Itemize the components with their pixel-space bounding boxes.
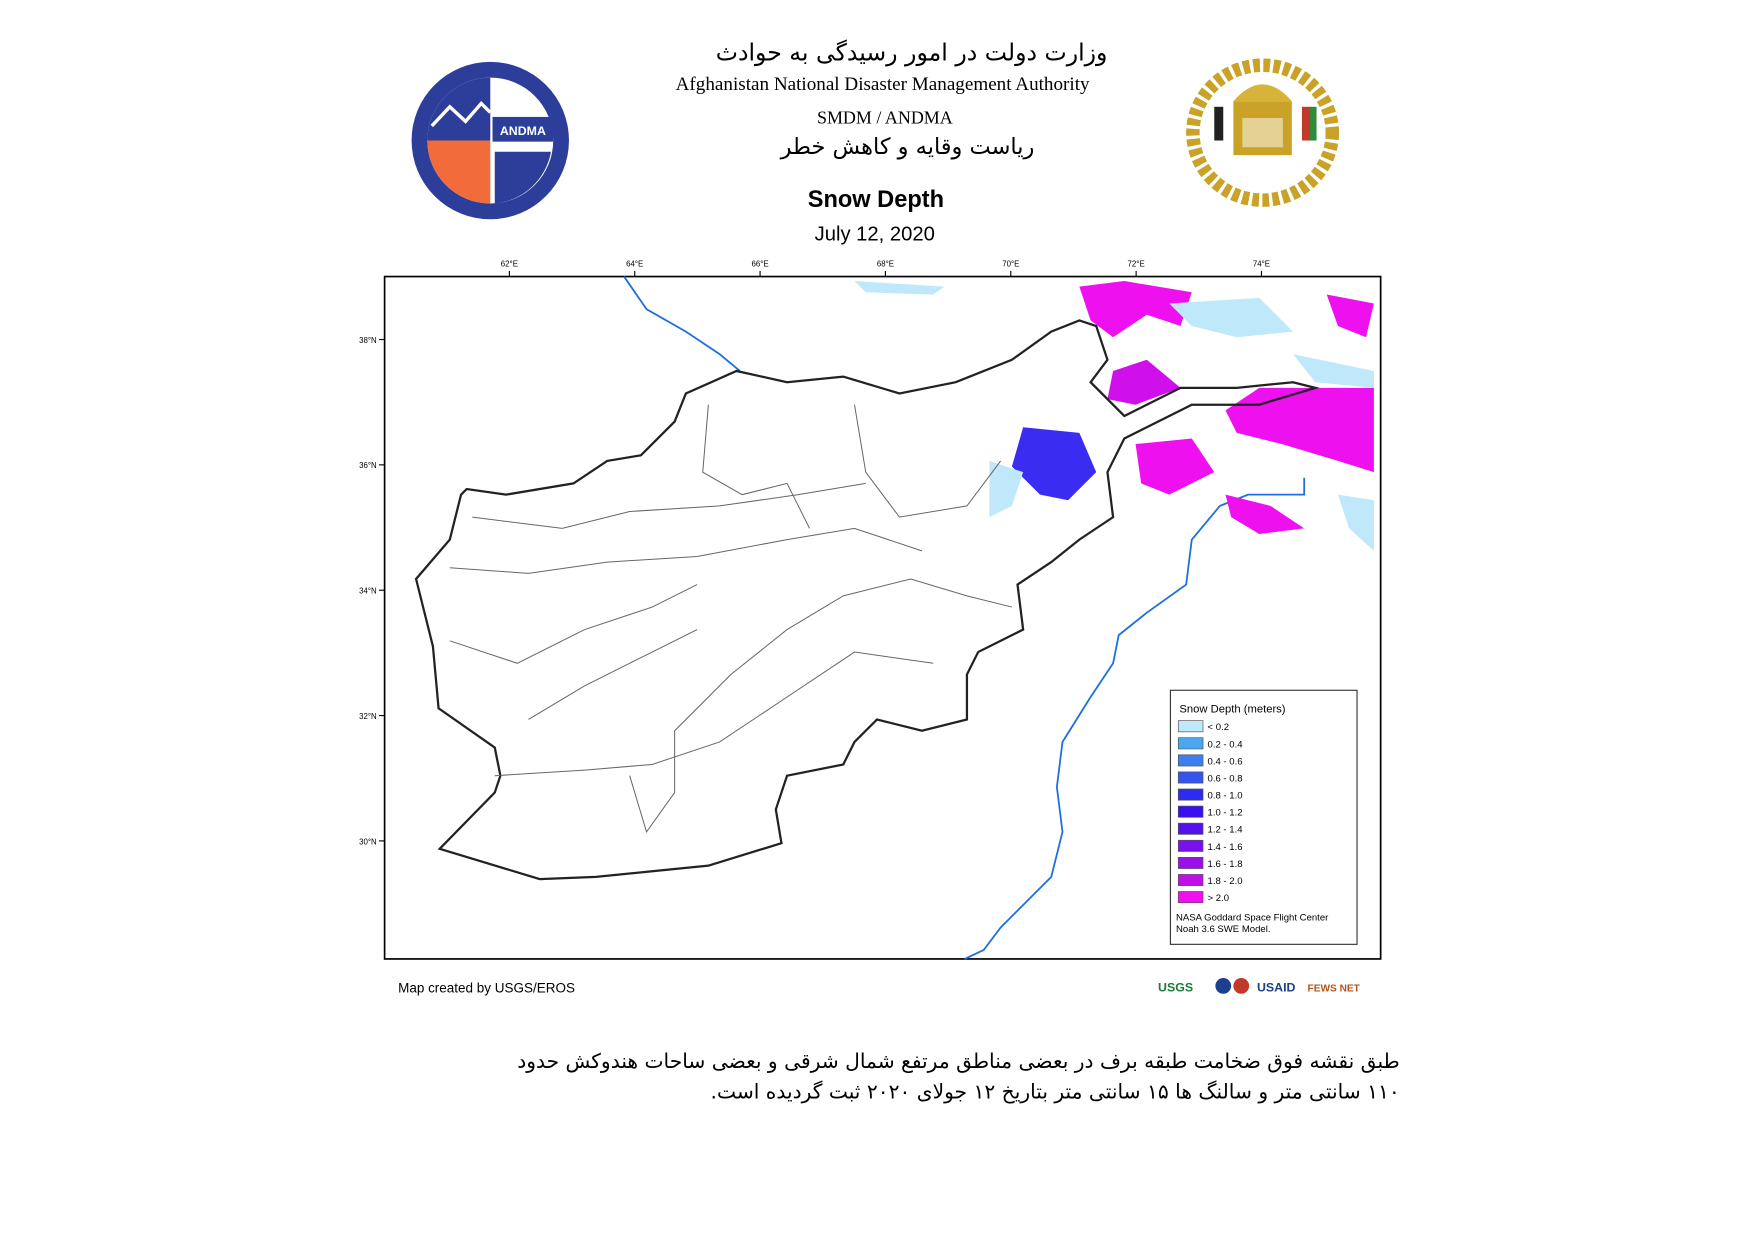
- legend-label: > 2.0: [1208, 893, 1230, 904]
- subtitle-fa: ریاست وقایه و کاهش خطر: [780, 134, 1035, 160]
- partner-logo: USGS: [1158, 981, 1193, 995]
- legend-label: 0.8 - 1.0: [1208, 791, 1243, 802]
- legend-swatch: [1177, 754, 1204, 767]
- lat-tick-label: 34°N: [359, 587, 377, 596]
- legend-swatch: [1177, 856, 1204, 869]
- legend-label: 1.6 - 1.8: [1208, 859, 1243, 870]
- country-border: [414, 319, 1320, 881]
- lon-tick-label: 72°E: [1128, 259, 1145, 268]
- partner-logo: FEWS NET: [1308, 984, 1361, 995]
- legend-swatch: [1177, 788, 1204, 801]
- lon-tick-label: 64°E: [626, 259, 643, 268]
- legend-label: 1.2 - 1.4: [1208, 825, 1244, 836]
- logo-text: ANDMA: [500, 124, 546, 138]
- footer-line: ۱۱۰ سانتی متر و سالنگ ها ۱۵ سانتی متر بت…: [711, 1079, 1400, 1103]
- credit: Map created by USGS/EROS: [398, 981, 575, 996]
- legend-swatch: [1177, 822, 1204, 835]
- legend-label: 1.0 - 1.2: [1208, 808, 1243, 819]
- rivers: [623, 276, 1306, 960]
- usaid-seal: [1233, 978, 1250, 994]
- legend-swatch: [1177, 771, 1204, 784]
- snow-cover: [854, 281, 1374, 551]
- legend-label: < 0.2: [1208, 722, 1230, 733]
- title-en: Afghanistan National Disaster Management…: [676, 74, 1090, 95]
- footer-line: طبق نقشه فوق ضخامت طبقه برف در بعضی مناط…: [517, 1049, 1400, 1073]
- legend-swatch: [1177, 839, 1204, 852]
- lat-tick-label: 30°N: [359, 837, 377, 846]
- lon-tick-label: 66°E: [752, 259, 769, 268]
- legend-label: 1.8 - 2.0: [1208, 876, 1243, 887]
- legend-swatch: [1177, 737, 1204, 750]
- legend-label: 0.4 - 0.6: [1208, 756, 1243, 767]
- unit: SMDM / ANDMA: [817, 108, 953, 128]
- legend: Snow Depth (meters) < 0.2 0.2 - 0.4 0.4 - …: [1169, 689, 1358, 945]
- map-title: Snow Depth: [808, 187, 944, 213]
- lat-tick-label: 38°N: [359, 336, 377, 345]
- partner-logo: USAID: [1257, 981, 1296, 995]
- emblem: [1186, 58, 1340, 207]
- map: 62°E 64°E 66°E 68°E 70°E 72°E 74°E 38°N 36°N 34°N…: [359, 259, 1382, 960]
- partner-logos: USGS USAID FEWS NET: [1158, 978, 1361, 995]
- lon-tick-label: 74°E: [1253, 259, 1270, 268]
- nasa-logo: [1215, 978, 1232, 994]
- lon-tick-label: 70°E: [1002, 259, 1019, 268]
- legend-source: Noah 3.6 SWE Model.: [1176, 924, 1270, 935]
- legend-label: 0.2 - 0.4: [1208, 739, 1244, 750]
- andma-logo: ANDMA: [411, 61, 569, 220]
- legend-source: NASA Goddard Space Flight Center: [1176, 913, 1329, 924]
- graticule: 62°E 64°E 66°E 68°E 70°E 72°E 74°E 38°N 36°N 34°N…: [359, 259, 1270, 846]
- lon-tick-label: 62°E: [501, 259, 518, 268]
- legend-swatch: [1177, 891, 1204, 904]
- title-fa: وزارت دولت در امور رسیدگی به حوادث: [716, 39, 1108, 67]
- legend-label: 1.4 - 1.6: [1208, 842, 1243, 853]
- legend-label: 0.6 - 0.8: [1208, 773, 1243, 784]
- legend-swatch: [1177, 805, 1204, 818]
- legend-swatch: [1177, 874, 1204, 886]
- basin-boundaries: [449, 404, 1013, 834]
- lat-tick-label: 36°N: [359, 461, 377, 470]
- legend-swatch: [1177, 720, 1204, 733]
- lon-tick-label: 68°E: [877, 259, 894, 268]
- legend-title: Snow Depth (meters): [1179, 704, 1285, 716]
- lat-tick-label: 32°N: [359, 712, 377, 721]
- map-date: July 12, 2020: [815, 224, 935, 246]
